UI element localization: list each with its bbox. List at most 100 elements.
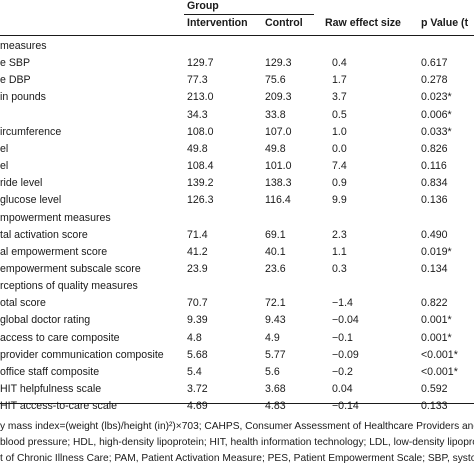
cell-control: 4.83 — [265, 400, 286, 412]
cell-control: 107.0 — [265, 126, 292, 138]
cell-p-value: 0.822 — [421, 297, 448, 309]
row-label: measures — [0, 40, 47, 52]
row-label: HIT access-to-care scale — [0, 400, 117, 412]
row-label: ride level — [0, 177, 43, 189]
cell-p-value: 0.834 — [421, 177, 448, 189]
cell-raw-effect: 1.7 — [332, 74, 347, 86]
cell-raw-effect: −0.04 — [332, 314, 359, 326]
cell-intervention: 34.3 — [187, 109, 208, 121]
cell-control: 9.43 — [265, 314, 286, 326]
row-label: el — [0, 143, 9, 155]
row-label: global doctor rating — [0, 314, 91, 326]
cell-raw-effect: 2.3 — [332, 229, 347, 241]
cell-intervention: 5.4 — [187, 366, 202, 378]
cell-control: 69.1 — [265, 229, 286, 241]
cell-intervention: 129.7 — [187, 57, 214, 69]
cell-intervention: 4.8 — [187, 332, 202, 344]
cell-raw-effect: −0.2 — [332, 366, 353, 378]
cell-intervention: 4.69 — [187, 400, 208, 412]
cell-raw-effect: 3.7 — [332, 91, 347, 103]
group-underline — [184, 14, 314, 15]
cell-control: 129.3 — [265, 57, 292, 69]
cell-intervention: 49.8 — [187, 143, 208, 155]
cell-p-value: 0.019* — [421, 246, 452, 258]
cell-p-value: 0.133 — [421, 400, 448, 412]
footnote-line-1: y mass index=(weight (lbs)/height (in)²)… — [0, 421, 474, 432]
cell-control: 116.4 — [265, 194, 291, 206]
cell-raw-effect: −0.09 — [332, 349, 359, 361]
row-label: al empowerment score — [0, 246, 108, 258]
group-header: Group — [187, 0, 219, 12]
cell-intervention: 108.4 — [187, 160, 214, 172]
cell-control: 23.6 — [265, 263, 286, 275]
cell-p-value: 0.826 — [421, 143, 448, 155]
footnote-line-2: blood pressure; HDL, high-density lipopr… — [0, 437, 474, 448]
cell-raw-effect: 1.1 — [332, 246, 347, 258]
cell-raw-effect: −0.1 — [332, 332, 353, 344]
row-label: e SBP — [0, 57, 31, 69]
row-label: provider communication composite — [0, 349, 164, 361]
cell-intervention: 70.7 — [187, 297, 208, 309]
cell-intervention: 9.39 — [187, 314, 208, 326]
cell-control: 75.6 — [265, 74, 286, 86]
cell-control: 5.77 — [265, 349, 286, 361]
row-label: rceptions of quality measures — [0, 280, 138, 292]
cell-raw-effect: 0.9 — [332, 177, 347, 189]
cell-raw-effect: 0.5 — [332, 109, 347, 121]
cell-p-value: 0.001* — [421, 332, 452, 344]
cell-control: 5.6 — [265, 366, 280, 378]
row-label: tal activation score — [0, 229, 88, 241]
cell-intervention: 71.4 — [187, 229, 208, 241]
cell-control: 49.8 — [265, 143, 286, 155]
row-label: otal score — [0, 297, 46, 309]
cell-control: 33.8 — [265, 109, 286, 121]
cell-intervention: 108.0 — [187, 126, 214, 138]
cell-control: 72.1 — [265, 297, 286, 309]
cell-intervention: 3.72 — [187, 383, 208, 395]
cell-p-value: <0.001* — [421, 349, 458, 361]
row-label: glucose level — [0, 194, 62, 206]
cell-intervention: 126.3 — [187, 194, 214, 206]
row-label: mpowerment measures — [0, 212, 111, 224]
cell-p-value: 0.490 — [421, 229, 448, 241]
cell-intervention: 139.2 — [187, 177, 214, 189]
cell-control: 101.0 — [265, 160, 292, 172]
row-label: access to care composite — [0, 332, 120, 344]
footnote-line-3: t of Chronic Illness Care; PAM, Patient … — [0, 453, 474, 464]
cell-p-value: 0.116 — [421, 160, 447, 172]
cell-p-value: 0.023* — [421, 91, 452, 103]
cell-intervention: 23.9 — [187, 263, 208, 275]
cell-raw-effect: 0.4 — [332, 57, 347, 69]
cell-control: 40.1 — [265, 246, 286, 258]
row-label: e DBP — [0, 74, 31, 86]
cell-raw-effect: −0.14 — [332, 400, 359, 412]
header-bottom-rule — [0, 35, 474, 36]
cell-raw-effect: 0.3 — [332, 263, 347, 275]
row-label: office staff composite — [0, 366, 100, 378]
cell-p-value: 0.278 — [421, 74, 448, 86]
cell-intervention: 41.2 — [187, 246, 208, 258]
row-label: in pounds — [0, 91, 46, 103]
col-header-raw-effect: Raw effect size — [325, 17, 401, 29]
cell-control: 4.9 — [265, 332, 280, 344]
cell-raw-effect: 1.0 — [332, 126, 347, 138]
cell-raw-effect: 0.04 — [332, 383, 353, 395]
col-header-p-value: p Value (t — [421, 17, 469, 29]
cell-intervention: 77.3 — [187, 74, 208, 86]
cell-raw-effect: 9.9 — [332, 194, 347, 206]
cell-intervention: 213.0 — [187, 91, 214, 103]
cell-control: 209.3 — [265, 91, 292, 103]
cell-p-value: 0.001* — [421, 314, 452, 326]
cell-p-value: 0.006* — [421, 109, 452, 121]
row-label: ircumference — [0, 126, 62, 138]
cell-p-value: 0.592 — [421, 383, 448, 395]
table-bottom-rule — [0, 403, 474, 404]
cell-control: 3.68 — [265, 383, 286, 395]
row-label: el — [0, 160, 9, 172]
cell-p-value: 0.617 — [421, 57, 448, 69]
cell-control: 138.3 — [265, 177, 292, 189]
cell-p-value: <0.001* — [421, 366, 458, 378]
cell-intervention: 5.68 — [187, 349, 208, 361]
cell-p-value: 0.136 — [421, 194, 448, 206]
